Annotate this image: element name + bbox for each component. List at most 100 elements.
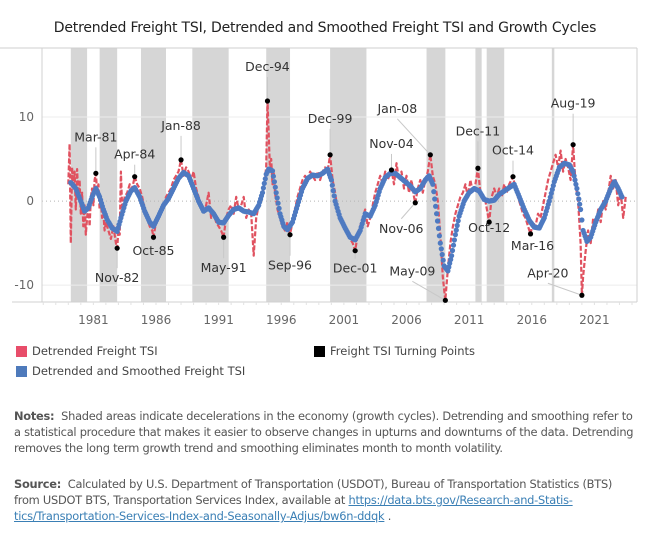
legend-label-turning-points: Freight TSI Turning Points xyxy=(330,344,476,358)
smoothed-point xyxy=(439,251,445,258)
smoothed-point xyxy=(271,179,277,185)
smoothed-point xyxy=(270,173,276,179)
shaded-period xyxy=(426,48,446,302)
turning-point-marker xyxy=(527,231,534,237)
smoothed-point xyxy=(455,218,461,224)
smoothed-point xyxy=(571,173,577,179)
turning-point-label: Jan-88 xyxy=(160,118,201,133)
turning-point-leader xyxy=(396,118,431,156)
source: Source: Calculated by U.S. Department of… xyxy=(14,476,639,524)
turning-point-label: Nov-82 xyxy=(95,270,139,285)
axes: -10 0 10 1981 1986 1991 1996 2001 2006 2011 2016 20… xyxy=(0,47,638,327)
turning-point-marker xyxy=(412,200,418,206)
shaded-period xyxy=(551,48,555,302)
turning-point-label: Dec-99 xyxy=(308,111,353,126)
smoothed-point xyxy=(549,186,555,193)
chart-title: Detrended Freight TSI, Detrended and Smo… xyxy=(53,20,597,36)
smoothed-point xyxy=(262,176,268,182)
smoothed-point xyxy=(575,191,581,197)
turning-point-marker xyxy=(287,232,293,238)
shaded-period xyxy=(266,48,291,302)
y-tick-label: 0 xyxy=(26,194,34,208)
smoothed-point xyxy=(572,177,578,183)
turning-point-marker xyxy=(442,297,448,303)
x-tick-label: 2001 xyxy=(329,313,360,327)
turning-point-label: May-91 xyxy=(201,260,247,275)
turning-point-label: Nov-04 xyxy=(369,136,414,151)
notes-text: Shaded areas indicate decelerations in t… xyxy=(14,409,634,455)
turning-point-label: May-09 xyxy=(389,263,435,278)
turning-point-marker xyxy=(150,234,157,240)
smoothed-point xyxy=(434,211,440,217)
shaded-period xyxy=(486,48,505,302)
turning-point-label: Nov-06 xyxy=(379,221,424,236)
turning-point-label: Apr-84 xyxy=(114,147,155,162)
smoothed-point xyxy=(328,177,334,183)
detrended-line xyxy=(67,99,627,302)
turning-point-leader xyxy=(412,280,446,301)
smoothed-point xyxy=(450,242,457,248)
smoothed-point xyxy=(619,194,625,200)
turning-point-label: Dec-11 xyxy=(456,123,501,138)
smoothed-point xyxy=(435,225,442,231)
turning-point-marker xyxy=(486,219,492,225)
turning-point-marker xyxy=(327,152,333,158)
y-tick-label: -10 xyxy=(14,278,34,292)
legend-swatch-detrended xyxy=(16,345,27,357)
turning-point-label: Aug-19 xyxy=(551,96,596,111)
turning-point-label: Apr-20 xyxy=(527,265,568,280)
turning-point-label: Oct-14 xyxy=(492,143,534,158)
source-label: Source: xyxy=(14,477,62,491)
gridlines xyxy=(42,116,637,286)
smoothed-point xyxy=(453,227,459,233)
source-text: Calculated by U.S. Department of Transpo… xyxy=(14,477,613,507)
x-tick-label: 1981 xyxy=(78,313,109,327)
turning-point-marker xyxy=(264,98,271,104)
turning-point-marker xyxy=(352,248,358,254)
turning-point-label: Oct-12 xyxy=(468,220,510,235)
turning-point-label: Jan-08 xyxy=(376,101,417,116)
smoothed-point xyxy=(437,240,443,246)
series-detrended-freight-tsi xyxy=(67,99,627,302)
smoothed-point xyxy=(449,247,456,254)
shaded-period xyxy=(140,48,167,302)
smoothed-point xyxy=(275,200,281,206)
legend-swatch-turning-points xyxy=(314,345,325,357)
legend-item-turning-points[interactable]: Freight TSI Turning Points xyxy=(314,344,475,358)
legend-item-detrended[interactable]: Detrended Freight TSI xyxy=(16,344,158,358)
source-link[interactable]: https://data.bts.gov/Research-and-Statis… xyxy=(14,493,573,523)
turning-point-marker xyxy=(221,234,227,240)
turning-point-label: Sep-96 xyxy=(268,258,312,273)
smoothed-point xyxy=(451,237,457,243)
smoothed-point xyxy=(579,217,585,223)
turning-point-label: Dec-01 xyxy=(333,261,378,276)
smoothed-point xyxy=(546,198,552,204)
shaded-period xyxy=(330,48,367,302)
smoothed-point xyxy=(550,183,556,189)
turning-point-leader xyxy=(400,202,416,220)
turning-point-marker xyxy=(427,152,433,158)
series-smoothed-freight-tsi xyxy=(68,160,625,274)
legend-item-smoothed[interactable]: Detrended and Smoothed Freight TSI xyxy=(16,364,245,378)
smoothed-point xyxy=(449,253,455,259)
turning-point-marker xyxy=(475,165,481,171)
smoothed-point xyxy=(330,188,336,194)
smoothed-point xyxy=(574,185,580,192)
notes-label: Notes: xyxy=(14,409,55,423)
smoothed-point xyxy=(276,205,282,211)
smoothed-point xyxy=(440,257,446,263)
smoothed-point xyxy=(452,232,458,238)
x-tick-label: 1986 xyxy=(141,313,172,327)
legend-label-detrended: Detrended Freight TSI xyxy=(32,344,158,358)
legend: Detrended Freight TSI Detrended and Smoo… xyxy=(16,344,636,384)
turning-point-label: Mar-81 xyxy=(74,129,117,144)
smoothed-point xyxy=(578,206,584,213)
chart: -10 0 10 1981 1986 1991 1996 2001 2006 2011 2016 20… xyxy=(0,47,638,327)
x-tick-label: 2011 xyxy=(454,313,485,327)
smoothed-point xyxy=(430,181,436,187)
turning-point-leader xyxy=(547,282,583,296)
turning-point-label: Dec-94 xyxy=(245,59,290,74)
smoothed-point xyxy=(273,190,279,196)
turning-point-marker xyxy=(93,170,99,176)
smoothed-point xyxy=(260,185,266,191)
